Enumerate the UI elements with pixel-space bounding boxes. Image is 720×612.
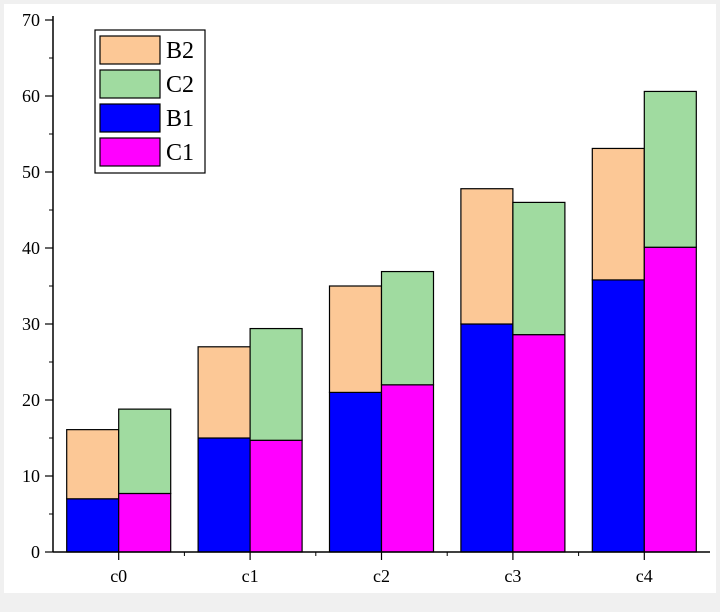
x-tick-label-c0: c0	[110, 566, 127, 586]
bar-b1-c0	[66, 498, 120, 553]
y-tick-label-20: 20	[22, 390, 40, 410]
bar-c1-c3	[512, 334, 566, 553]
bars-layer	[66, 90, 697, 553]
y-tick-label-10: 10	[22, 466, 40, 486]
x-tick-label-c3: c3	[504, 566, 521, 586]
y-tick-label-70: 70	[22, 10, 40, 30]
legend-label-b1: B1	[166, 106, 194, 132]
bar-c1-c0	[118, 492, 172, 553]
y-tick-label-40: 40	[22, 238, 40, 258]
bar-b2-c4	[591, 147, 645, 281]
y-tick-label-0: 0	[31, 542, 40, 562]
bar-b1-c3	[460, 323, 514, 553]
x-tick-label-c2: c2	[373, 566, 390, 586]
bar-b2-c3	[460, 188, 514, 325]
bar-b2-c1	[197, 346, 251, 439]
legend: B2 C2 B1 C1	[94, 29, 206, 174]
bar-b1-c1	[197, 437, 251, 553]
x-tick-label-c1: c1	[242, 566, 259, 586]
bar-c2-c2	[380, 270, 435, 386]
x-tick-label-c4: c4	[636, 566, 653, 586]
bar-c1-c4	[643, 246, 697, 553]
bar-c2-c0	[118, 408, 172, 495]
legend-label-c1: C1	[166, 140, 194, 166]
bar-c2-c3	[512, 201, 566, 336]
legend-swatch-c1	[99, 137, 161, 167]
bar-c2-c1	[249, 327, 303, 441]
bar-c1-c2	[380, 384, 435, 553]
bar-b1-c2	[328, 391, 383, 553]
bar-b2-c0	[66, 429, 120, 500]
y-tick-label-50: 50	[22, 162, 40, 182]
y-tick-label-30: 30	[22, 314, 40, 334]
legend-label-b2: B2	[166, 38, 194, 64]
legend-swatch-b2	[99, 35, 161, 65]
legend-swatch-b1	[99, 103, 161, 133]
bar-c1-c1	[249, 439, 303, 553]
legend-swatch-c2	[99, 69, 161, 99]
bar-b1-c4	[591, 279, 645, 553]
bar-b2-c2	[328, 285, 383, 394]
y-tick-label-60: 60	[22, 86, 40, 106]
axes-layer: 0 10 20 30 40 50 60 70 c0 c1 c2 c3 c4	[22, 10, 710, 586]
legend-label-c2: C2	[166, 72, 194, 98]
bar-c2-c4	[643, 90, 697, 248]
